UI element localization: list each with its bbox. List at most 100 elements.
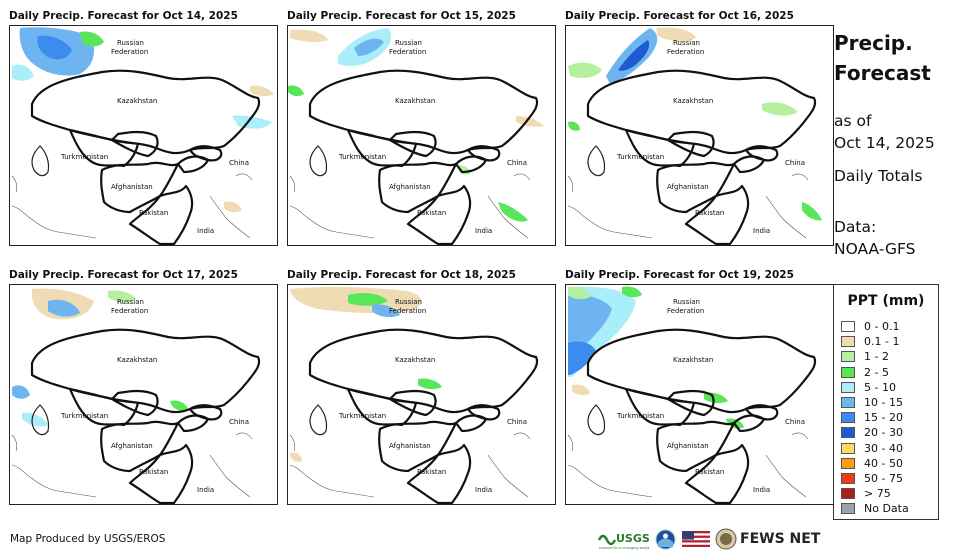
precip-area-4: [22, 412, 48, 427]
as-of-line2: Oct 14, 2025: [834, 134, 935, 152]
legend-label: 20 - 30: [864, 426, 903, 440]
legend-swatch: [841, 427, 855, 439]
label-china: China: [785, 418, 805, 426]
label-kazakhstan: Kazakhstan: [673, 356, 714, 364]
precip-area-6: [250, 85, 274, 97]
pakistan-border: [406, 443, 472, 504]
uzbekistan-border: [110, 130, 159, 158]
precip-area-5: [80, 31, 104, 47]
kazakhstan-border: [308, 328, 539, 414]
uzbekistan-border: [388, 389, 437, 417]
legend-label: 0 - 0.1: [864, 320, 900, 333]
as-of-date: as of Oct 14, 2025: [834, 110, 954, 154]
coastline: [289, 432, 531, 498]
panel-title: Daily Precip. Forecast for Oct 15, 2025: [287, 10, 516, 22]
coastline: [567, 173, 809, 239]
label-russia: Russian: [117, 298, 144, 306]
tajikistan-border: [732, 414, 766, 433]
legend-swatch: [841, 503, 855, 515]
label-federation: Federation: [389, 48, 427, 56]
caspian-sea-outline: [31, 404, 50, 436]
tajikistan-border: [454, 155, 488, 174]
map-graphic: [288, 28, 544, 245]
kazakhstan-border: [30, 328, 261, 414]
data-source: Data: NOAA-GFS: [834, 216, 954, 260]
map-graphic: [11, 288, 261, 504]
legend-label: 2 - 5: [864, 365, 889, 379]
label-turkmenistan: Turkmenistan: [339, 153, 387, 161]
label-india: India: [753, 486, 771, 494]
forecast-title: Precip. Forecast: [834, 28, 954, 88]
panel-title: Daily Precip. Forecast for Oct 14, 2025: [9, 10, 238, 22]
legend-label: 10 - 15: [864, 396, 903, 409]
precip-area-2: [37, 35, 72, 60]
label-afghanistan: Afghanistan: [667, 442, 709, 450]
label-turkmenistan: Turkmenistan: [61, 412, 109, 420]
label-pakistan: Pakistan: [139, 209, 169, 217]
label-federation: Federation: [667, 307, 705, 315]
legend-label: No Data: [864, 502, 909, 516]
legend-label: 5 - 10: [864, 380, 896, 394]
legend-swatch: [841, 457, 855, 469]
precip-area-5: [290, 452, 302, 462]
coastline: [11, 173, 253, 239]
map-graphic: [567, 286, 817, 504]
forecast-panel-6: Daily Precip. Forecast for Oct 19, 2025 R…: [565, 269, 834, 507]
precip-area-3: [372, 304, 400, 318]
precip-area-4: [656, 27, 696, 42]
precip-area-3: [12, 385, 30, 399]
legend-label: 50 - 75: [864, 472, 903, 485]
label-federation: Federation: [111, 48, 149, 56]
caspian-sea-outline: [309, 145, 328, 177]
precip-map: Russian Federation Kazakhstan Turkmenistan C…: [287, 25, 556, 246]
caspian-sea-outline: [31, 145, 50, 177]
label-russia: Russian: [673, 39, 700, 47]
legend-swatch: [841, 473, 855, 484]
pakistan-border: [128, 443, 194, 504]
label-pakistan: Pakistan: [417, 468, 447, 476]
label-india: India: [475, 486, 493, 494]
kazakhstan-border: [30, 69, 261, 155]
precip-area-7: [568, 121, 580, 131]
pakistan-border: [684, 443, 750, 504]
caspian-sea-outline: [309, 404, 328, 436]
map-graphic: [11, 27, 274, 245]
forecast-panel-5: Daily Precip. Forecast for Oct 18, 2025 R…: [287, 269, 556, 507]
label-afghanistan: Afghanistan: [389, 442, 431, 450]
state-dept-seal-icon: [715, 528, 737, 550]
precip-area-3: [568, 341, 596, 375]
precip-area-3: [568, 62, 602, 78]
precip-area-2: [618, 40, 650, 71]
precip-area-6: [170, 400, 188, 411]
label-russia: Russian: [117, 39, 144, 47]
label-turkmenistan: Turkmenistan: [617, 412, 665, 420]
caspian-sea-outline: [587, 404, 606, 436]
label-kazakhstan: Kazakhstan: [673, 97, 714, 105]
coastline: [11, 432, 253, 498]
precip-area-2: [354, 38, 384, 56]
pakistan-border: [684, 184, 750, 245]
precip-area-2: [48, 299, 80, 317]
caspian-sea-outline: [587, 145, 606, 177]
us-flag-icon: [682, 531, 710, 547]
legend-label: > 75: [864, 487, 891, 501]
label-kazakhstan: Kazakhstan: [117, 356, 158, 364]
pakistan-border: [128, 184, 194, 245]
legend-label: 1 - 2: [864, 350, 889, 364]
label-india: India: [197, 486, 215, 494]
legend-title: PPT (mm): [847, 293, 925, 309]
label-afghanistan: Afghanistan: [389, 183, 431, 191]
data-source-line1: Data:: [834, 218, 877, 236]
label-afghanistan: Afghanistan: [111, 183, 153, 191]
label-turkmenistan: Turkmenistan: [617, 153, 665, 161]
precip-map: Russian Federation Kazakhstan Turkmenistan C…: [9, 25, 278, 246]
precip-map: Russian Federation Kazakhstan Turkmenistan C…: [9, 284, 278, 505]
forecast-panel-1: Daily Precip. Forecast for Oct 14, 2025 R…: [9, 10, 278, 248]
uzbekistan-border: [666, 389, 715, 417]
label-turkmenistan: Turkmenistan: [61, 153, 109, 161]
label-kazakhstan: Kazakhstan: [117, 97, 158, 105]
tajikistan-border: [176, 414, 210, 433]
uzbekistan-border: [110, 389, 159, 417]
panel-title: Daily Precip. Forecast for Oct 17, 2025: [9, 269, 238, 281]
